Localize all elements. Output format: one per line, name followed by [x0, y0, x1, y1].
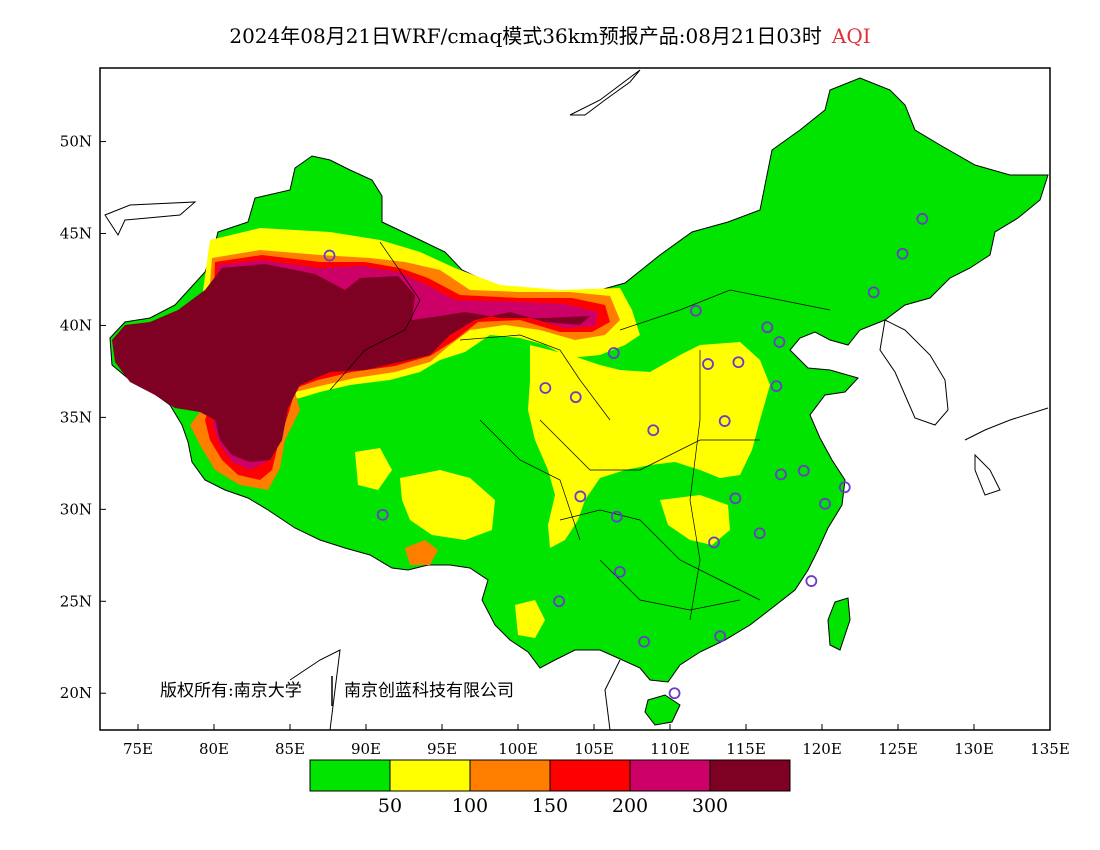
colorbar: 50 100 150 200 300	[309, 759, 791, 817]
station-marker	[702, 358, 714, 370]
lat-tick-label: 40N	[60, 316, 92, 334]
axis-ticks: 75E 80E 85E 90E 95E 100E 105E 110E 115E 120E 125E 1…	[60, 133, 1070, 758]
lat-tick-label: 30N	[60, 500, 92, 518]
lon-tick-label: 125E	[878, 740, 918, 758]
colorbar-label: 300	[692, 795, 728, 817]
station-marker	[668, 687, 681, 700]
sakhalin-outline	[569, 69, 641, 116]
station-marker	[610, 510, 623, 523]
moderate-zone-yunnan	[515, 600, 545, 638]
copyright-left: 版权所有:南京大学	[160, 681, 302, 701]
hainan-island	[644, 694, 681, 726]
station-marker	[553, 595, 565, 608]
station-marker	[819, 497, 831, 510]
lon-tick-label: 90E	[351, 740, 381, 758]
colorbar-swatch	[629, 759, 711, 792]
station-marker	[613, 565, 626, 578]
indochina-coast	[289, 649, 621, 730]
station-marker	[867, 286, 880, 299]
station-marker	[689, 304, 702, 317]
station-marker	[539, 382, 552, 394]
station-marker	[708, 536, 720, 549]
map-title: 2024年08月21日WRF/cmaq模式36km预报产品:08月21日03时 A…	[0, 20, 1100, 49]
title-variable: AQI	[831, 24, 871, 48]
station-marker	[729, 492, 742, 505]
caspian-outline	[104, 201, 197, 237]
station-marker	[574, 490, 587, 503]
lon-tick-label: 130E	[954, 740, 994, 758]
lon-tick-label: 115E	[726, 740, 766, 758]
station-marker	[770, 380, 783, 393]
colorbar-swatch	[709, 759, 791, 792]
lon-tick-label: 120E	[802, 740, 842, 758]
station-marker	[797, 464, 810, 477]
station-marker	[714, 630, 727, 643]
usg-zone-small	[405, 540, 438, 565]
station-marker	[775, 468, 787, 481]
moderate-zone-tibet	[355, 448, 392, 490]
station-marker	[805, 575, 818, 587]
lon-tick-label: 95E	[427, 740, 457, 758]
station-marker	[607, 347, 620, 359]
lon-tick-label: 135E	[1030, 740, 1070, 758]
station-marker	[753, 527, 766, 540]
title-text: 2024年08月21日WRF/cmaq模式36km预报产品:08月21日03时	[229, 24, 822, 48]
moderate-zone-sichuan	[400, 470, 495, 540]
lon-tick-label: 75E	[123, 740, 153, 758]
station-marker	[896, 247, 909, 260]
lat-tick-label: 45N	[60, 225, 92, 243]
lon-tick-label: 105E	[574, 740, 614, 758]
taiwan-island	[827, 597, 851, 651]
colorbar-label: 150	[532, 795, 568, 817]
copyright-right: 南京创蓝科技有限公司	[344, 681, 514, 701]
lat-tick-label: 25N	[60, 592, 92, 610]
station-marker	[916, 212, 929, 225]
colorbar-label: 100	[452, 795, 488, 817]
station-marker	[773, 336, 786, 348]
station-marker	[838, 481, 851, 494]
colorbar-swatch	[469, 759, 551, 792]
lat-tick-label: 50N	[60, 133, 92, 151]
lon-tick-label: 85E	[275, 740, 305, 758]
lat-tick-label: 20N	[60, 684, 92, 702]
colorbar-swatch	[549, 759, 631, 792]
lon-tick-label: 100E	[498, 740, 538, 758]
colorbar-swatch	[309, 759, 391, 792]
station-marker	[323, 249, 336, 262]
moderate-zone-central	[528, 342, 770, 548]
station-marker	[376, 508, 389, 521]
colorbar-label: 200	[612, 795, 648, 817]
plot-frame	[99, 67, 1051, 731]
map-plot-area	[104, 69, 1049, 730]
station-marker	[761, 321, 774, 334]
colorbar-swatch	[389, 759, 471, 792]
korea-outline	[879, 319, 949, 426]
station-marker	[638, 635, 651, 648]
colorbar-label: 50	[378, 795, 402, 817]
lon-tick-label: 110E	[650, 740, 690, 758]
station-marker	[569, 391, 582, 404]
lon-tick-label: 80E	[199, 740, 229, 758]
moderate-zone-hunan	[660, 495, 730, 545]
hazardous-zone	[112, 264, 590, 462]
station-marker	[647, 424, 660, 437]
station-marker	[732, 356, 745, 369]
station-marker	[718, 415, 731, 427]
japan-outline	[964, 407, 1049, 496]
province-boundaries	[329, 241, 831, 621]
lat-tick-label: 35N	[60, 408, 92, 426]
station-layer	[323, 212, 929, 700]
